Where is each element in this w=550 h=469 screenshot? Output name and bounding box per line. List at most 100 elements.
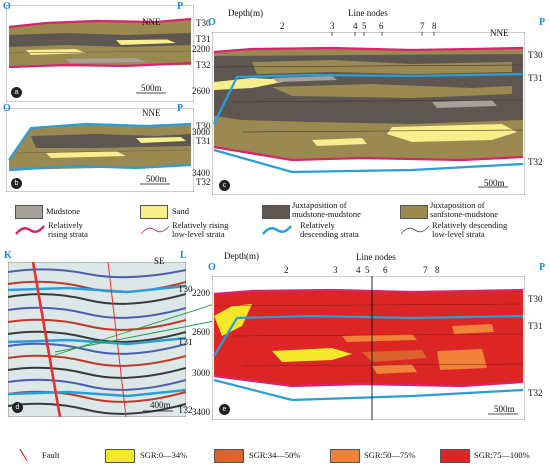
legend-descending-low-line [400,225,430,235]
panel-e-section [211,262,526,421]
panel-c: NNE 500m c [211,28,526,196]
panel-b-scale: 500m [146,174,167,184]
legend-sgr1-swatch [105,449,135,463]
panel-c-t30: T30 [528,50,543,60]
panel-b-direction: NNE [142,108,161,118]
panel-a-section [5,4,195,103]
legend-rising-label-1: Relatively [48,220,83,230]
panel-a-left-marker: O [3,1,11,12]
panel-d-badge: d [12,402,23,413]
panel-e-depth-2200: 2200 [192,288,210,298]
panel-a-t32: T32 [196,60,211,70]
panel-a-t30: T30 [196,18,211,28]
panel-a-scale: 500m [141,83,162,93]
panel-a-t31: T31 [196,34,211,44]
panel-c-badge: c [219,180,230,191]
panel-e-depth-3000: 3000 [192,368,210,378]
panel-c-section [211,28,526,196]
panel-d-t30: T30 [178,284,193,294]
legend-descending-low-label-2: low-level strata [432,229,485,239]
legend-sgr2-swatch [214,449,244,463]
panel-e-node-6: 6 [383,265,388,275]
panel-e-node-8: 8 [435,265,440,275]
panel-c-node-8: 8 [432,21,437,31]
legend-sgr4-swatch [440,449,470,463]
panel-e-depth-3400: 3400 [192,407,210,417]
legend-descending-low-label-1: Relatively descending [432,220,508,230]
panel-c-node-5: 5 [362,21,367,31]
panel-e-node-5: 5 [365,265,370,275]
panel-d: SE 400m d [7,256,187,418]
legend-mm-swatch [262,205,290,219]
legend-fault-line [19,448,28,462]
panel-e-left-marker: O [208,262,216,273]
legend-mudstone-swatch [15,205,43,219]
legend-descending-label-2: descending strata [300,229,359,239]
legend-descending-label-1: Relatively [300,220,335,230]
legend-sgr3-label: SGR:50—75% [364,450,416,460]
panel-c-depth-title: Depth(m) [228,8,263,18]
legend-rising-low-line [140,225,170,235]
panel-e-badge: e [219,404,230,415]
panel-d-direction: SE [154,256,165,266]
legend-sand-swatch [140,205,168,219]
panel-e-node-7: 7 [423,265,428,275]
panel-c-node-4: 4 [353,21,358,31]
panel-c-direction: NNE [490,28,509,38]
panel-b-badge: b [11,178,22,189]
panel-c-depth-3400: 3400 [192,168,210,178]
legend-mm-label-2: mudstone-mudstone [292,209,361,219]
panel-d-scale: 400m [150,400,171,410]
panel-b: NNE 500m b [5,107,195,193]
legend-sm-label-1: Juxtaposition of [430,200,485,210]
panel-c-nodes-title: Line nodes [348,8,388,18]
panel-e-node-2: 2 [284,265,289,275]
legend-rising-low-label-1: Relatively rising [172,220,229,230]
panel-a-badge: a [11,87,22,98]
legend-sm-label-2: sanfstone-mudstone [430,209,498,219]
panel-d-t31: T31 [178,337,193,347]
panel-c-node-3: 3 [330,21,335,31]
panel-a-direction: NNE [142,17,161,27]
panel-b-t30: T30 [196,121,211,131]
legend-sgr3-swatch [330,449,360,463]
legend-sm-swatch [400,205,428,219]
panel-d-right-marker: L [180,250,187,261]
legend-rising-line [15,225,45,235]
legend-sgr4-label: SGR:75—100% [474,450,530,460]
panel-c-node-2: 2 [280,21,285,31]
legend-fault-label: Fault [42,450,60,460]
panel-a: NNE 500m a [5,4,195,103]
panel-b-t32: T32 [196,177,211,187]
legend-mm-label-1: Juxtaposition of [292,200,347,210]
panel-c-right-marker: P [539,17,546,28]
panel-c-t32: T32 [528,157,543,167]
panel-b-right-marker: P [177,103,184,114]
panel-d-seismic [7,261,187,418]
panel-e-right-marker: P [539,262,546,273]
panel-c-left-marker: O [208,17,216,28]
panel-c-depth-2600: 2600 [192,86,210,96]
panel-e-nodes-title: Line nodes [356,252,396,262]
legend-sgr1-label: SGR:0—34% [140,450,188,460]
legend-rising-low-label-2: low-level strata [172,229,225,239]
panel-e-depth-2600: 2600 [192,327,210,337]
panel-c-node-7: 7 [420,21,425,31]
legend-sand-label: Sand [172,206,189,216]
panel-d-t32: T32 [178,405,193,415]
panel-c-depth-3000: 3000 [192,127,210,137]
panel-b-t31: T31 [196,136,211,146]
panel-c-scale: 500m [484,178,505,188]
panel-b-section [5,107,195,193]
panel-c-node-6: 6 [379,21,384,31]
panel-e-node-3: 3 [333,265,338,275]
panel-a-right-marker: P [177,1,184,12]
panel-c-depth-2200: 2200 [192,44,210,54]
panel-e-scale: 500m [494,404,515,414]
panel-e: 500m e [211,262,526,421]
legend-sgr2-label: SGR:34—50% [249,450,301,460]
legend-mudstone-label: Mudstone [46,206,80,216]
legend-descending-line [262,225,292,235]
panel-c-t31: T31 [528,73,543,83]
panel-e-node-4: 4 [356,265,361,275]
